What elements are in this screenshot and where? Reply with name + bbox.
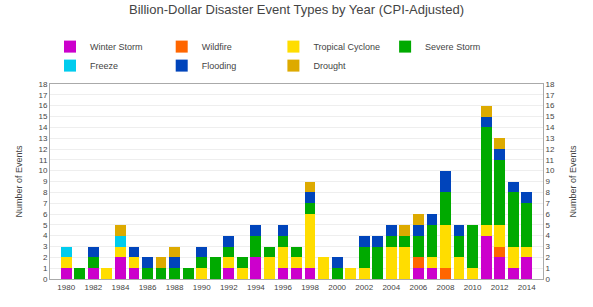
- svg-text:8: 8: [43, 188, 48, 197]
- svg-text:5: 5: [43, 221, 48, 230]
- svg-text:13: 13: [38, 134, 47, 143]
- svg-text:1998: 1998: [301, 283, 319, 292]
- svg-text:16: 16: [546, 101, 555, 110]
- svg-text:17: 17: [546, 91, 555, 100]
- svg-text:0: 0: [546, 275, 551, 284]
- svg-text:11: 11: [546, 156, 555, 165]
- svg-text:1: 1: [546, 264, 551, 273]
- svg-text:1988: 1988: [166, 283, 184, 292]
- svg-text:1990: 1990: [193, 283, 211, 292]
- svg-text:2012: 2012: [491, 283, 509, 292]
- svg-text:13: 13: [546, 134, 555, 143]
- svg-text:18: 18: [38, 80, 47, 89]
- svg-text:16: 16: [38, 101, 47, 110]
- svg-text:6: 6: [43, 210, 48, 219]
- svg-text:0: 0: [43, 275, 48, 284]
- svg-text:Drought: Drought: [313, 61, 346, 71]
- svg-text:Tropical Cyclone: Tropical Cyclone: [313, 42, 380, 52]
- svg-text:2002: 2002: [355, 283, 373, 292]
- svg-text:Flooding: Flooding: [202, 61, 237, 71]
- svg-text:1994: 1994: [247, 283, 265, 292]
- svg-text:1996: 1996: [274, 283, 292, 292]
- svg-text:Wildfire: Wildfire: [202, 42, 232, 52]
- svg-text:2004: 2004: [382, 283, 400, 292]
- svg-text:4: 4: [546, 231, 551, 240]
- svg-text:Number of Events: Number of Events: [14, 145, 24, 218]
- svg-text:9: 9: [43, 177, 48, 186]
- svg-text:1986: 1986: [139, 283, 157, 292]
- svg-text:1982: 1982: [84, 283, 102, 292]
- svg-text:2008: 2008: [437, 283, 455, 292]
- svg-text:15: 15: [546, 112, 555, 121]
- svg-text:14: 14: [546, 123, 555, 132]
- svg-text:4: 4: [43, 231, 48, 240]
- svg-text:2: 2: [546, 253, 551, 262]
- svg-text:11: 11: [39, 156, 48, 165]
- svg-text:18: 18: [546, 80, 555, 89]
- svg-text:7: 7: [43, 199, 48, 208]
- svg-text:2006: 2006: [410, 283, 428, 292]
- svg-text:Severe Storm: Severe Storm: [425, 42, 480, 52]
- svg-text:3: 3: [546, 242, 551, 251]
- svg-text:Freeze: Freeze: [90, 61, 118, 71]
- svg-text:2000: 2000: [328, 283, 346, 292]
- svg-text:15: 15: [38, 112, 47, 121]
- svg-text:2010: 2010: [464, 283, 482, 292]
- svg-text:7: 7: [546, 199, 551, 208]
- svg-text:17: 17: [38, 91, 47, 100]
- svg-text:3: 3: [43, 242, 48, 251]
- svg-text:5: 5: [546, 221, 551, 230]
- svg-text:Winter Storm: Winter Storm: [90, 42, 143, 52]
- svg-text:14: 14: [38, 123, 47, 132]
- svg-text:Billion-Dollar Disaster Event: Billion-Dollar Disaster Event Types by Y…: [129, 2, 464, 17]
- svg-text:10: 10: [38, 166, 47, 175]
- svg-text:10: 10: [546, 166, 555, 175]
- svg-text:12: 12: [38, 145, 47, 154]
- svg-text:6: 6: [546, 210, 551, 219]
- svg-text:9: 9: [546, 177, 551, 186]
- svg-text:12: 12: [546, 145, 555, 154]
- svg-text:1980: 1980: [57, 283, 75, 292]
- svg-text:8: 8: [546, 188, 551, 197]
- svg-text:1992: 1992: [220, 283, 238, 292]
- svg-text:Number of Events: Number of Events: [568, 145, 578, 218]
- svg-text:2014: 2014: [518, 283, 536, 292]
- svg-text:1984: 1984: [112, 283, 130, 292]
- svg-text:2: 2: [43, 253, 48, 262]
- svg-text:1: 1: [43, 264, 48, 273]
